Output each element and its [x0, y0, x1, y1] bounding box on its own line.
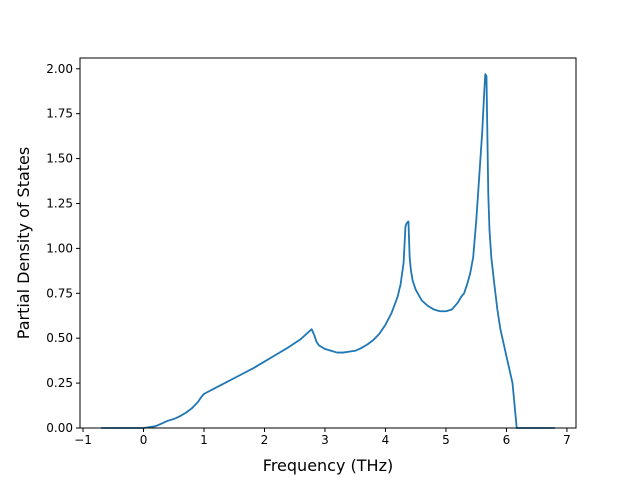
x-tick-label: 1: [200, 433, 208, 447]
plot-frame: [79, 57, 577, 429]
x-axis-ticks: −1 0 1 2 3 4 5 6 7: [74, 428, 571, 447]
x-tick-label: −1: [74, 433, 92, 447]
y-axis-ticks: 0.00 0.25 0.50 0.75 1.00 1.25 1.50 1.75 2.00: [46, 62, 80, 435]
x-tick-label: 7: [563, 433, 571, 447]
x-tick-label: 3: [321, 433, 329, 447]
y-tick-label: 0.50: [46, 331, 73, 345]
y-tick-label: 0.75: [46, 286, 73, 300]
y-tick-label: 1.75: [46, 107, 73, 121]
y-axis-label: Partial Density of States: [14, 147, 33, 339]
y-tick-label: 1.00: [46, 241, 73, 255]
series-line-0: [101, 73, 555, 429]
x-tick-label: 5: [442, 433, 450, 447]
y-tick-label: 0.25: [46, 376, 73, 390]
x-tick-label: 6: [503, 433, 511, 447]
series-layer: [101, 73, 555, 429]
x-tick-label: 2: [261, 433, 269, 447]
y-tick-label: 1.25: [46, 196, 73, 210]
y-tick-label: 2.00: [46, 62, 73, 76]
x-tick-label: 4: [382, 433, 390, 447]
y-tick-label: 1.50: [46, 152, 73, 166]
y-tick-label: 0.00: [46, 421, 73, 435]
x-tick-label: 0: [140, 433, 148, 447]
x-axis-label: Frequency (THz): [263, 456, 393, 475]
